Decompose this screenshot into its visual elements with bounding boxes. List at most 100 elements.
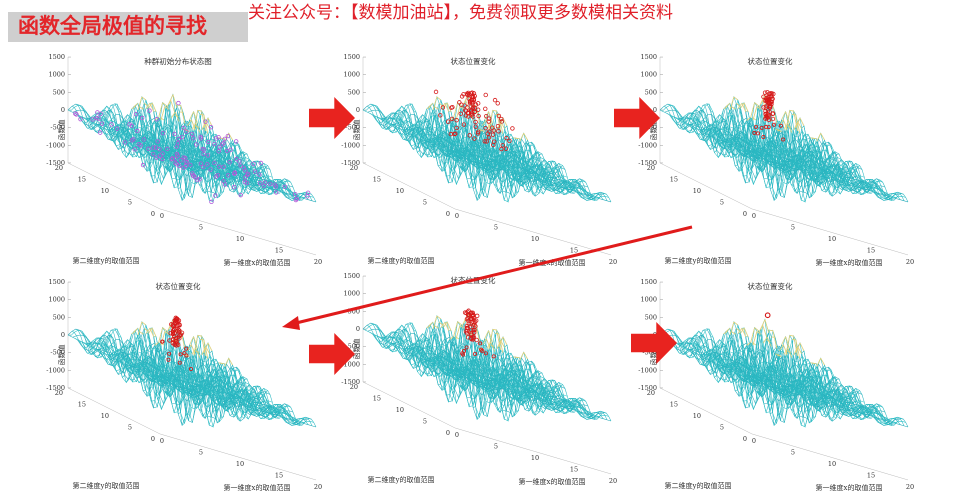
y-tick-label: 5 [720, 423, 724, 431]
particle-marker [483, 106, 488, 112]
y-tick-label: 15 [373, 394, 381, 402]
surface-peak [432, 96, 438, 110]
particles [73, 100, 311, 205]
surface-peak [189, 111, 194, 120]
surface-peak [428, 103, 434, 108]
particle-marker [759, 125, 764, 130]
particle-marker [160, 339, 165, 344]
particle-marker [472, 136, 477, 141]
z-tick-label: 1000 [343, 290, 360, 298]
particle-marker [221, 164, 226, 170]
axis-line-x [751, 208, 909, 256]
y-tick-label: 10 [396, 406, 404, 414]
surface-col [776, 342, 870, 424]
surface-col [804, 379, 897, 424]
surface-mesh [659, 318, 909, 428]
particle-marker [438, 113, 443, 118]
particle-marker [267, 181, 273, 187]
z-tick-label: -1000 [46, 366, 65, 374]
surface-peak [193, 336, 198, 349]
surface-peak [752, 117, 757, 121]
axis-line-y [659, 162, 753, 210]
surface-peak [453, 102, 458, 118]
surface-col [811, 369, 905, 427]
y-tick-label: 15 [670, 400, 678, 408]
surface-peak [500, 340, 505, 348]
particle-marker [464, 330, 470, 336]
x-tick-label: 15 [867, 246, 875, 254]
z-tick-label: 1500 [48, 53, 65, 61]
axis-line-x [159, 208, 317, 256]
y-tick-label: 5 [128, 198, 132, 206]
surface-col [75, 103, 169, 159]
surface-peak [455, 336, 460, 340]
y-tick-label: 0 [446, 210, 450, 218]
flow-arrow-1 [309, 97, 355, 139]
particle-marker [466, 308, 471, 313]
x-tick-label: 10 [236, 460, 244, 468]
particle-marker [452, 131, 457, 137]
surface-peak [785, 336, 790, 349]
y-axis-label: 第二维度y的取值范围 [73, 481, 140, 490]
chart-title: 状态位置变化 [748, 56, 793, 66]
particle-marker [160, 131, 166, 136]
z-tick-label: 1000 [48, 71, 65, 79]
surface-col [507, 154, 600, 199]
surface-peak [735, 103, 741, 107]
particle-marker [252, 169, 258, 174]
surface-mesh [67, 318, 317, 428]
axis-line-y [67, 387, 161, 435]
particle-marker [469, 327, 474, 333]
surface-peak [490, 345, 495, 347]
surface-col [804, 154, 897, 199]
surface-peak [201, 335, 206, 356]
surface-mesh [67, 93, 317, 203]
surface-peak [446, 321, 452, 332]
particle-marker [177, 163, 182, 169]
particle-marker [181, 125, 186, 131]
x-tick-label: 20 [314, 258, 322, 266]
surface-col [487, 138, 581, 193]
z-tick-label: 0 [61, 331, 65, 339]
surface-peak [799, 342, 805, 351]
particle-marker [170, 331, 176, 336]
particle-marker [190, 171, 195, 176]
particle-marker [462, 103, 467, 108]
z-tick-label: -500 [345, 343, 360, 351]
axis-line-y [362, 381, 456, 429]
surface-col [776, 117, 870, 199]
surface-peak [203, 339, 209, 359]
surface-peak [496, 329, 501, 350]
particle-marker [167, 351, 172, 356]
surface-peak [228, 357, 233, 366]
y-tick-label: 20 [55, 389, 63, 397]
y-tick-label: 5 [128, 423, 132, 431]
particle-marker [778, 123, 783, 128]
y-tick-label: 15 [78, 175, 86, 183]
axis-line-x [454, 208, 612, 256]
z-axis-label: 函数值 [57, 345, 66, 366]
surface-col [702, 330, 796, 395]
surface-peak [137, 321, 143, 335]
particle-marker [168, 330, 173, 336]
particle-marker [217, 145, 222, 150]
surface-col [667, 103, 761, 159]
surface-peak [480, 128, 485, 133]
particle-marker [482, 139, 487, 144]
particle-marker [762, 90, 768, 95]
surface-peak [193, 335, 199, 356]
particle-marker [483, 125, 488, 131]
surface-peak [154, 342, 159, 346]
surface-peak [149, 103, 155, 112]
surface-peak [160, 117, 165, 121]
surface-peak [193, 110, 199, 131]
surface-peak [166, 324, 171, 334]
x-tick-label: 15 [275, 471, 283, 479]
surface-peak [787, 123, 793, 133]
particle-marker [767, 105, 773, 110]
surface-peak [785, 111, 790, 124]
particle-marker [133, 111, 139, 117]
particle-marker [155, 139, 160, 144]
axis-line-y [67, 162, 161, 210]
